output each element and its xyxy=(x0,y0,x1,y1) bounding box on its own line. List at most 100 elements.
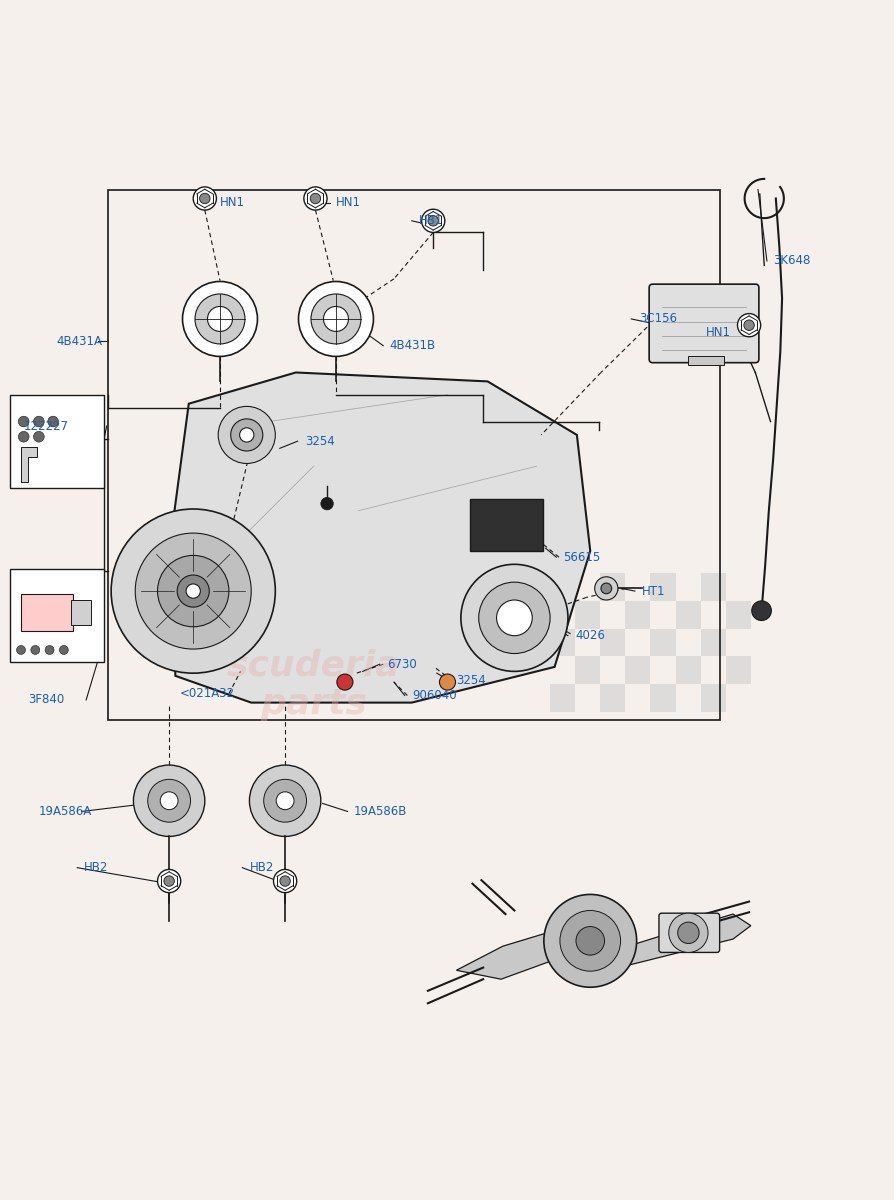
Circle shape xyxy=(59,646,68,654)
Circle shape xyxy=(157,556,229,626)
Text: HB2: HB2 xyxy=(84,862,108,874)
Circle shape xyxy=(249,766,320,836)
Bar xyxy=(550,629,575,656)
Bar xyxy=(21,594,72,631)
Circle shape xyxy=(310,294,360,344)
Circle shape xyxy=(182,282,257,356)
Circle shape xyxy=(133,766,205,836)
Circle shape xyxy=(240,428,254,442)
Circle shape xyxy=(544,894,636,988)
Circle shape xyxy=(478,582,550,654)
Text: 3F840: 3F840 xyxy=(28,694,64,707)
Circle shape xyxy=(421,209,444,233)
Circle shape xyxy=(336,674,352,690)
Bar xyxy=(550,574,575,601)
Circle shape xyxy=(320,497,333,510)
Circle shape xyxy=(276,792,294,810)
Circle shape xyxy=(303,187,326,210)
Bar xyxy=(600,629,625,656)
Bar xyxy=(575,601,600,629)
Text: HB1: HB1 xyxy=(418,215,443,227)
Circle shape xyxy=(280,876,290,887)
Bar xyxy=(108,190,719,720)
Circle shape xyxy=(264,779,306,822)
Bar xyxy=(469,499,543,551)
Bar xyxy=(550,684,575,712)
Circle shape xyxy=(274,870,297,893)
Polygon shape xyxy=(456,932,561,979)
Circle shape xyxy=(299,282,373,356)
Circle shape xyxy=(135,533,251,649)
Text: HB2: HB2 xyxy=(249,862,274,874)
Text: 3C156: 3C156 xyxy=(638,312,677,325)
Bar xyxy=(725,656,750,684)
Bar xyxy=(625,601,650,629)
Text: HT1: HT1 xyxy=(641,584,665,598)
Circle shape xyxy=(751,601,771,620)
Circle shape xyxy=(148,779,190,822)
Circle shape xyxy=(496,600,532,636)
Circle shape xyxy=(18,431,29,442)
Bar xyxy=(650,684,675,712)
Bar xyxy=(71,600,90,625)
Polygon shape xyxy=(607,914,750,971)
Bar xyxy=(11,395,104,488)
FancyBboxPatch shape xyxy=(648,284,758,362)
Circle shape xyxy=(33,416,44,427)
Circle shape xyxy=(460,564,568,671)
Circle shape xyxy=(310,193,320,204)
Circle shape xyxy=(16,646,25,654)
Text: 906040: 906040 xyxy=(411,689,456,702)
Circle shape xyxy=(177,575,209,607)
Circle shape xyxy=(323,306,348,331)
Circle shape xyxy=(111,509,275,673)
Text: 6730: 6730 xyxy=(386,658,416,671)
Bar xyxy=(700,684,725,712)
Text: 4B431B: 4B431B xyxy=(389,340,435,353)
Text: 3254: 3254 xyxy=(304,434,334,448)
Circle shape xyxy=(193,187,216,210)
FancyBboxPatch shape xyxy=(658,913,719,953)
Circle shape xyxy=(677,922,698,943)
Bar xyxy=(675,656,700,684)
Bar xyxy=(725,601,750,629)
Text: 19A586B: 19A586B xyxy=(353,805,407,818)
Text: 3254: 3254 xyxy=(456,674,485,686)
Text: 4026: 4026 xyxy=(575,629,604,642)
Circle shape xyxy=(576,926,603,955)
Bar xyxy=(11,569,104,662)
Circle shape xyxy=(231,419,263,451)
Text: HN1: HN1 xyxy=(705,326,730,338)
Text: <021A32: <021A32 xyxy=(180,688,235,700)
Bar xyxy=(600,574,625,601)
Circle shape xyxy=(33,431,44,442)
Text: 3K648: 3K648 xyxy=(772,254,810,268)
Text: scuderia
parts: scuderia parts xyxy=(226,648,400,721)
Text: HN1: HN1 xyxy=(220,197,245,210)
Text: 4B431A: 4B431A xyxy=(56,335,103,348)
Circle shape xyxy=(427,216,438,226)
Circle shape xyxy=(737,313,760,337)
Circle shape xyxy=(207,306,232,331)
Bar xyxy=(600,684,625,712)
Bar xyxy=(675,601,700,629)
Circle shape xyxy=(195,294,245,344)
Bar xyxy=(575,656,600,684)
Circle shape xyxy=(594,577,617,600)
Circle shape xyxy=(218,407,275,463)
Text: HN1: HN1 xyxy=(335,197,360,210)
Circle shape xyxy=(157,870,181,893)
Text: 19A586A: 19A586A xyxy=(38,805,92,818)
Circle shape xyxy=(199,193,210,204)
Circle shape xyxy=(439,674,455,690)
Polygon shape xyxy=(21,446,37,482)
Circle shape xyxy=(164,876,174,887)
Circle shape xyxy=(30,646,39,654)
Bar xyxy=(650,629,675,656)
Circle shape xyxy=(743,320,754,330)
Bar xyxy=(650,574,675,601)
Bar xyxy=(625,656,650,684)
Bar xyxy=(687,356,723,365)
Circle shape xyxy=(186,584,200,599)
Circle shape xyxy=(560,911,620,971)
